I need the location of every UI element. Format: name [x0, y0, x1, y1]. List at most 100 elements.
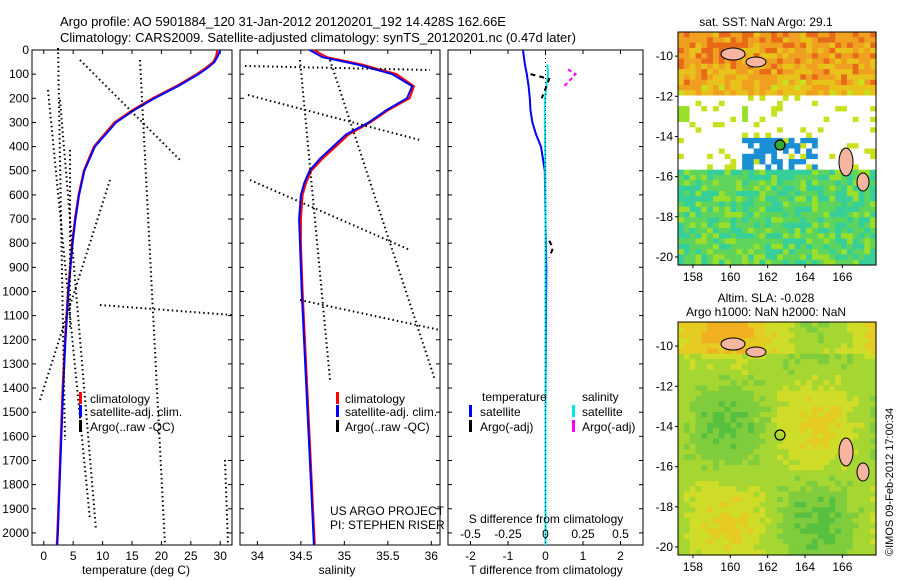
- x-tick-label: 25: [184, 549, 198, 563]
- map-cell: [742, 369, 749, 376]
- map-cell: [864, 148, 871, 155]
- map-cell: [689, 417, 696, 424]
- map-cell: [846, 69, 854, 75]
- map-cell: [800, 369, 807, 376]
- map-cell: [765, 449, 772, 455]
- map-cell: [683, 95, 691, 102]
- map-cell: [829, 79, 836, 86]
- map-cell: [811, 491, 819, 498]
- map-cell: [852, 137, 860, 144]
- map-cell: [747, 496, 755, 503]
- map-cell: [823, 206, 830, 213]
- map-cell: [794, 507, 801, 514]
- map-cell: [759, 507, 766, 514]
- map-cell: [811, 217, 819, 224]
- map-cell: [765, 153, 772, 160]
- map-cell: [730, 116, 737, 123]
- map-cell: [823, 58, 830, 65]
- map-cell: [683, 539, 691, 545]
- map-cell: [724, 74, 731, 81]
- map-cell: [689, 396, 696, 402]
- map-cell: [841, 249, 848, 255]
- map-cell: [765, 496, 772, 503]
- y-tick-label: 300: [9, 115, 29, 129]
- map-cell: [765, 348, 772, 355]
- map-cell: [730, 539, 737, 545]
- map-cell: [730, 42, 737, 49]
- map-cell: [771, 327, 778, 334]
- map-cell: [870, 127, 877, 134]
- map-cell: [771, 100, 778, 107]
- map-cell: [730, 143, 737, 150]
- map-cell: [683, 243, 691, 250]
- map-cell: [835, 116, 842, 123]
- map-cell: [736, 385, 743, 392]
- map-cell: [788, 512, 795, 519]
- map-cell: [794, 359, 801, 365]
- map-cell: [736, 32, 743, 38]
- map-cell: [724, 233, 731, 240]
- map-cell: [747, 417, 755, 424]
- map-cell: [753, 238, 761, 245]
- map-cell: [718, 491, 726, 498]
- map-cell: [730, 227, 737, 234]
- map-y-tick-label: -10: [656, 339, 674, 353]
- map-cell: [800, 69, 807, 75]
- map-cell: [777, 85, 784, 91]
- map-cell: [742, 523, 749, 530]
- map-cell: [707, 85, 714, 91]
- map-cell: [823, 332, 830, 339]
- map-cell: [823, 507, 830, 514]
- map-cell: [835, 396, 842, 402]
- map-cell: [835, 132, 842, 139]
- map-cell: [858, 122, 865, 128]
- map-cell: [771, 32, 778, 38]
- map-cell: [858, 332, 865, 339]
- map-cell: [707, 254, 714, 261]
- map-cell: [718, 443, 726, 450]
- map-cell: [823, 406, 830, 413]
- map-cell: [858, 327, 865, 334]
- map-cell: [858, 438, 865, 445]
- map-cell: [724, 517, 731, 524]
- map-cell: [678, 222, 685, 229]
- map-cell: [759, 222, 766, 229]
- map-cell: [742, 217, 749, 224]
- map-cell: [800, 327, 807, 334]
- map-cell: [712, 475, 720, 482]
- map-cell: [759, 353, 766, 360]
- map-cell: [864, 544, 871, 551]
- map-cell: [683, 533, 691, 540]
- map-cell: [800, 106, 807, 112]
- map-cell: [759, 512, 766, 519]
- map-cell: [759, 37, 766, 44]
- map-cell: [852, 69, 860, 75]
- map-cell: [747, 85, 755, 91]
- map-cell: [788, 486, 795, 493]
- map-cell: [718, 254, 726, 261]
- map-cell: [718, 364, 726, 371]
- map-cell: [823, 238, 830, 245]
- map-cell: [794, 259, 801, 266]
- map-cell: [683, 528, 691, 535]
- map-cell: [701, 353, 708, 360]
- map-cell: [765, 32, 772, 38]
- map-cell: [800, 190, 807, 197]
- map-cell: [782, 327, 790, 334]
- map-cell: [829, 116, 836, 123]
- map-cell: [829, 470, 836, 477]
- map-cell: [747, 127, 755, 134]
- map-cell: [724, 449, 731, 455]
- map-cell: [683, 116, 691, 123]
- map-cell: [695, 212, 702, 218]
- map-cell: [736, 454, 743, 461]
- map-cell: [788, 175, 795, 181]
- map-cell: [689, 53, 696, 60]
- map-cell: [689, 327, 696, 334]
- map-cell: [846, 238, 854, 245]
- map-cell: [742, 222, 749, 229]
- map-cell: [852, 380, 860, 387]
- map-cell: [771, 533, 778, 540]
- map-cell: [695, 512, 702, 519]
